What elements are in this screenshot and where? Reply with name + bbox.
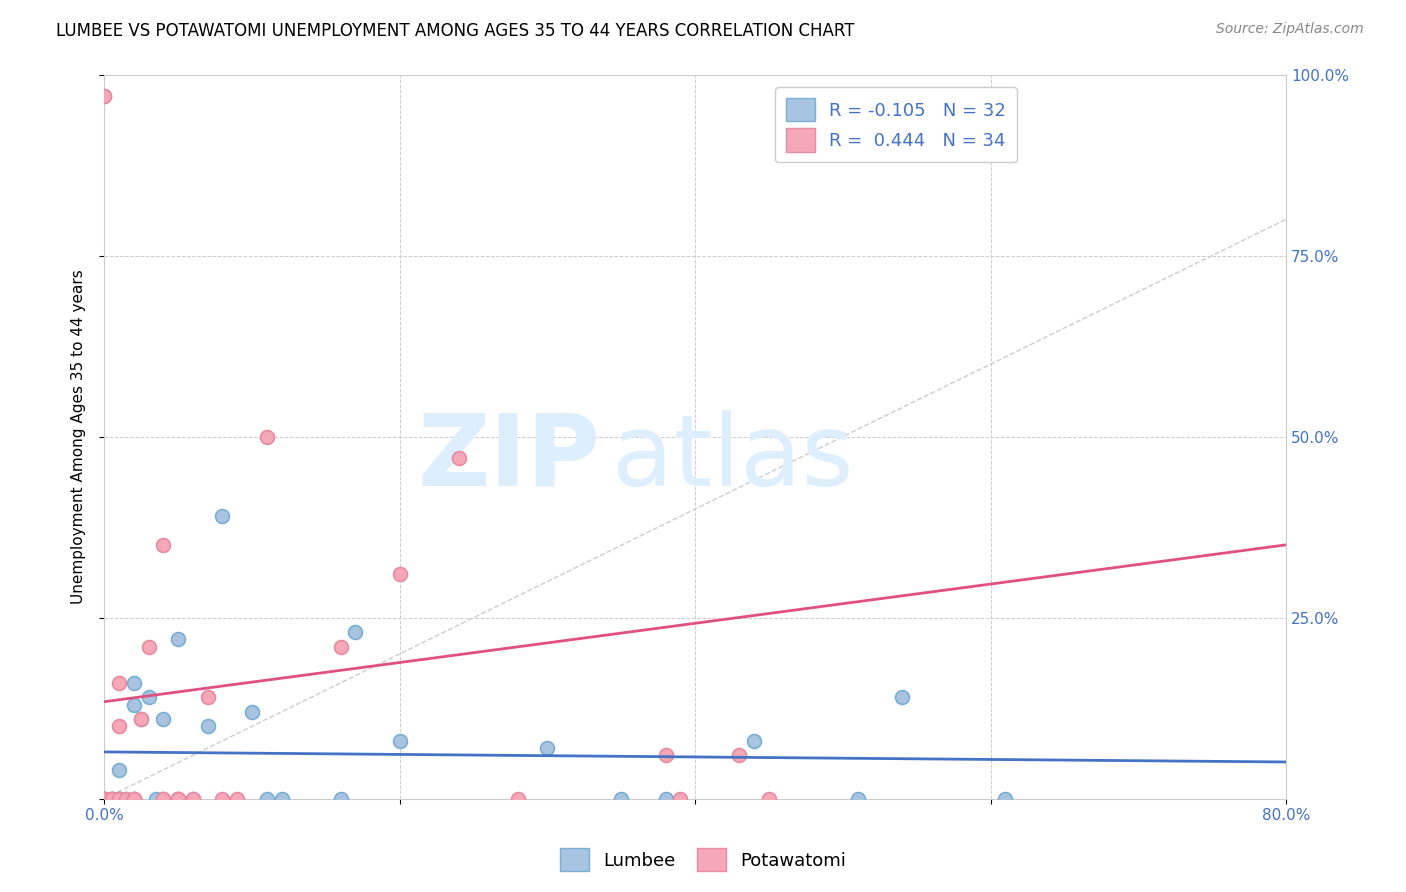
Point xyxy=(115,791,138,805)
Point xyxy=(152,791,174,805)
Point xyxy=(388,734,411,748)
Point xyxy=(108,676,131,690)
Point xyxy=(197,690,219,705)
Point xyxy=(197,719,219,733)
Point xyxy=(93,791,115,805)
Point xyxy=(108,719,131,733)
Point xyxy=(138,640,160,654)
Point xyxy=(256,791,278,805)
Point xyxy=(152,538,174,552)
Point xyxy=(100,791,122,805)
Point xyxy=(93,791,115,805)
Y-axis label: Unemployment Among Ages 35 to 44 years: Unemployment Among Ages 35 to 44 years xyxy=(72,269,86,604)
Point xyxy=(256,430,278,444)
Point xyxy=(167,791,190,805)
Text: ZIP: ZIP xyxy=(418,409,600,507)
Point xyxy=(122,791,145,805)
Point xyxy=(994,791,1017,805)
Point xyxy=(344,625,367,640)
Point xyxy=(108,791,131,805)
Point xyxy=(388,567,411,582)
Point xyxy=(93,89,115,103)
Point xyxy=(742,734,765,748)
Point xyxy=(108,791,131,805)
Point xyxy=(181,791,204,805)
Point xyxy=(181,791,204,805)
Point xyxy=(122,698,145,712)
Point xyxy=(93,791,115,805)
Point xyxy=(831,89,853,103)
Point xyxy=(93,791,115,805)
Point xyxy=(536,741,558,756)
Text: LUMBEE VS POTAWATOMI UNEMPLOYMENT AMONG AGES 35 TO 44 YEARS CORRELATION CHART: LUMBEE VS POTAWATOMI UNEMPLOYMENT AMONG … xyxy=(56,22,855,40)
Point xyxy=(152,791,174,805)
Point xyxy=(167,791,190,805)
Point xyxy=(610,791,633,805)
Point xyxy=(145,791,167,805)
Point xyxy=(100,791,122,805)
Point xyxy=(108,791,131,805)
Point xyxy=(329,791,352,805)
Legend: Lumbee, Potawatomi: Lumbee, Potawatomi xyxy=(553,841,853,879)
Point xyxy=(270,791,292,805)
Text: Source: ZipAtlas.com: Source: ZipAtlas.com xyxy=(1216,22,1364,37)
Point xyxy=(728,748,751,763)
Point xyxy=(758,791,780,805)
Point xyxy=(890,690,912,705)
Point xyxy=(138,690,160,705)
Point xyxy=(240,705,263,719)
Point xyxy=(846,791,869,805)
Point xyxy=(654,791,676,805)
Point xyxy=(122,676,145,690)
Point xyxy=(669,791,692,805)
Point xyxy=(93,89,115,103)
Text: atlas: atlas xyxy=(613,409,853,507)
Point xyxy=(447,451,470,466)
Point xyxy=(129,712,152,726)
Point xyxy=(167,632,190,647)
Point xyxy=(329,640,352,654)
Point xyxy=(654,748,676,763)
Point xyxy=(506,791,529,805)
Point xyxy=(211,791,233,805)
Point xyxy=(100,791,122,805)
Point xyxy=(211,509,233,524)
Point xyxy=(129,712,152,726)
Point xyxy=(108,791,131,805)
Point xyxy=(226,791,249,805)
Point xyxy=(93,791,115,805)
Point xyxy=(167,791,190,805)
Point xyxy=(122,791,145,805)
Legend: R = -0.105   N = 32, R =  0.444   N = 34: R = -0.105 N = 32, R = 0.444 N = 34 xyxy=(775,87,1017,162)
Point xyxy=(152,712,174,726)
Point xyxy=(100,791,122,805)
Point xyxy=(115,791,138,805)
Point xyxy=(122,791,145,805)
Point xyxy=(108,763,131,777)
